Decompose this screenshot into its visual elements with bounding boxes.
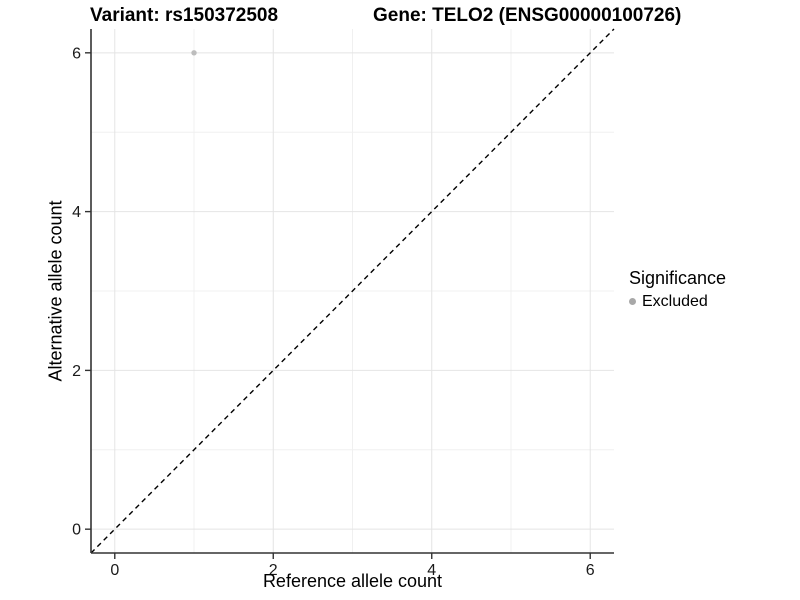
legend-item-label: Excluded: [642, 293, 708, 310]
x-axis-title: Reference allele count: [262, 571, 443, 591]
x-tick-label: 6: [586, 562, 595, 579]
y-tick-label: 0: [72, 522, 81, 539]
excluded-point-swatch: [629, 298, 636, 305]
legend-item-excluded: Excluded: [629, 292, 726, 311]
identity-line: [90, 28, 615, 554]
y-tick-label: 4: [72, 204, 81, 221]
y-tick-label: 2: [72, 363, 81, 380]
y-tick-label: 6: [72, 45, 81, 62]
data-point: [191, 50, 197, 56]
x-tick-label: 2: [269, 562, 278, 579]
legend-title: Significance: [629, 268, 727, 288]
x-tick-label: 0: [110, 562, 119, 579]
variant-title: Variant: rs150372508: [90, 5, 279, 26]
legend: Significance Excluded: [629, 267, 726, 311]
x-tick-label: 4: [427, 562, 436, 579]
y-axis-title: Alternative allele count: [45, 200, 66, 382]
gene-title: Gene: TELO2 (ENSG00000100726): [373, 5, 682, 26]
